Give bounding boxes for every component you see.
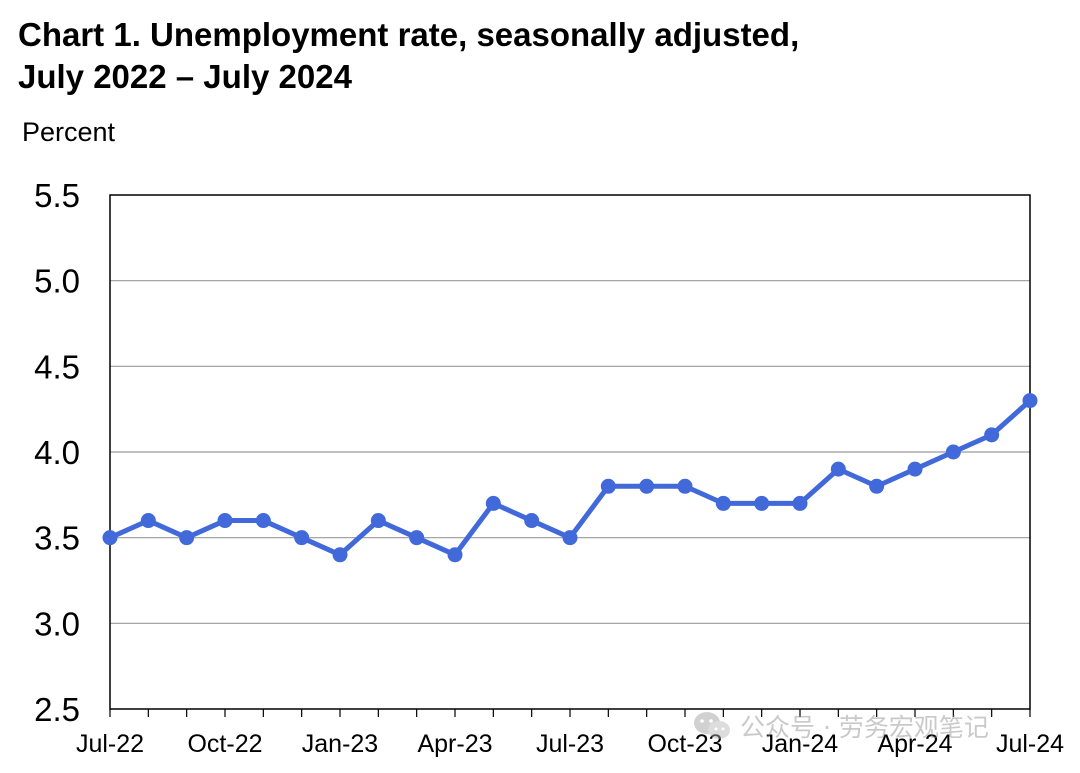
chart-title-line-1: Chart 1. Unemployment rate, seasonally a…	[18, 16, 800, 53]
y-tick-label: 3.5	[34, 520, 80, 557]
x-tick-label: Jul-23	[536, 730, 604, 758]
x-tick-label: Jan-23	[302, 730, 378, 758]
chart-title-line-2: July 2022 – July 2024	[18, 58, 352, 95]
data-point-Dec-23	[754, 495, 770, 511]
y-axis-unit-label: Percent	[22, 117, 116, 147]
data-point-Feb-24	[830, 461, 846, 477]
data-point-Apr-23	[447, 547, 463, 563]
data-point-Aug-22	[140, 513, 156, 529]
data-point-Apr-24	[907, 461, 923, 477]
data-point-Jun-23	[524, 513, 540, 529]
data-point-Feb-23	[370, 513, 386, 529]
data-point-Oct-22	[217, 513, 233, 529]
data-point-Nov-22	[255, 513, 271, 529]
data-point-Jul-22	[102, 530, 118, 546]
x-tick-label: Jul-22	[76, 730, 144, 758]
x-tick-label: Apr-24	[877, 730, 952, 758]
y-tick-label: 5.5	[34, 177, 80, 214]
data-point-Jul-24	[1022, 393, 1038, 409]
y-tick-label: 5.0	[34, 263, 80, 300]
y-tick-label: 4.0	[34, 434, 80, 471]
data-point-Jun-24	[984, 427, 1000, 443]
data-point-Jul-23	[562, 530, 578, 546]
data-point-May-23	[485, 495, 501, 511]
x-tick-label: Oct-23	[647, 730, 722, 758]
data-point-Sep-22	[179, 530, 195, 546]
data-point-Mar-24	[869, 478, 885, 494]
data-point-Mar-23	[409, 530, 425, 546]
data-point-May-24	[945, 444, 961, 460]
data-point-Nov-23	[715, 495, 731, 511]
chart-title: Chart 1. Unemployment rate, seasonally a…	[18, 14, 1018, 98]
data-point-Sep-23	[639, 478, 655, 494]
x-tick-label: Apr-23	[417, 730, 492, 758]
data-point-Oct-23	[677, 478, 693, 494]
data-point-Jan-23	[332, 547, 348, 563]
x-tick-label: Jan-24	[762, 730, 839, 758]
y-tick-label: 2.5	[34, 691, 80, 728]
data-point-Aug-23	[600, 478, 616, 494]
y-tick-label: 3.0	[34, 605, 80, 642]
data-point-Dec-22	[294, 530, 310, 546]
data-point-Jan-24	[792, 495, 808, 511]
x-tick-label: Jul-24	[996, 730, 1064, 758]
y-tick-label: 4.5	[34, 348, 80, 385]
x-tick-label: Oct-22	[187, 730, 262, 758]
